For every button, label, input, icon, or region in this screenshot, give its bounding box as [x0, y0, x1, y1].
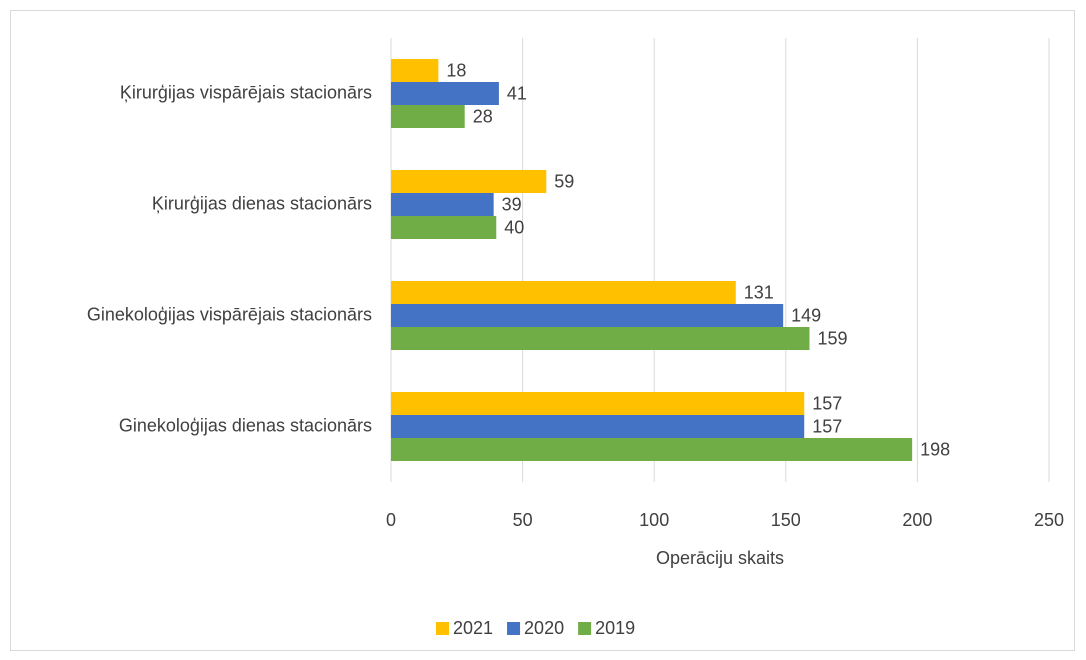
data-label: 157	[812, 416, 842, 436]
legend-swatch	[578, 622, 592, 635]
x-tick-label: 250	[1034, 510, 1064, 530]
data-label: 39	[502, 194, 522, 214]
data-label: 40	[504, 217, 524, 237]
data-label: 159	[817, 328, 847, 348]
legend-label: 2019	[595, 618, 635, 638]
bar	[391, 327, 810, 350]
data-label: 131	[744, 282, 774, 302]
bar	[391, 59, 439, 82]
bar	[391, 304, 784, 327]
bar	[391, 216, 497, 239]
legend-label: 2020	[524, 618, 564, 638]
y-tick-label: Ķirurģijas dienas stacionārs	[152, 193, 372, 213]
data-label: 157	[812, 393, 842, 413]
x-tick-label: 200	[902, 510, 932, 530]
legend-swatch	[507, 622, 521, 635]
bar	[391, 281, 736, 304]
data-label: 28	[473, 106, 493, 126]
bar	[391, 438, 913, 461]
x-axis-label: Operāciju skaits	[656, 548, 784, 568]
bar	[391, 82, 499, 105]
x-tick-label: 100	[639, 510, 669, 530]
data-label: 198	[920, 439, 950, 459]
data-label: 18	[446, 60, 466, 80]
y-tick-label: Ķirurģijas vispārējais stacionārs	[120, 82, 372, 102]
data-label: 149	[791, 305, 821, 325]
bar	[391, 392, 805, 415]
y-tick-label: Ginekoloģijas dienas stacionārs	[119, 415, 372, 435]
x-tick-label: 150	[771, 510, 801, 530]
bar	[391, 170, 547, 193]
legend-swatch	[436, 622, 449, 635]
x-tick-label: 50	[513, 510, 533, 530]
x-tick-label: 0	[386, 510, 396, 530]
data-label: 59	[554, 171, 574, 191]
bar	[391, 105, 465, 128]
legend-label: 2021	[453, 618, 493, 638]
data-label: 41	[507, 83, 527, 103]
bar	[391, 193, 494, 216]
y-tick-label: Ginekoloģijas vispārējais stacionārs	[87, 304, 372, 324]
bar	[391, 415, 805, 438]
